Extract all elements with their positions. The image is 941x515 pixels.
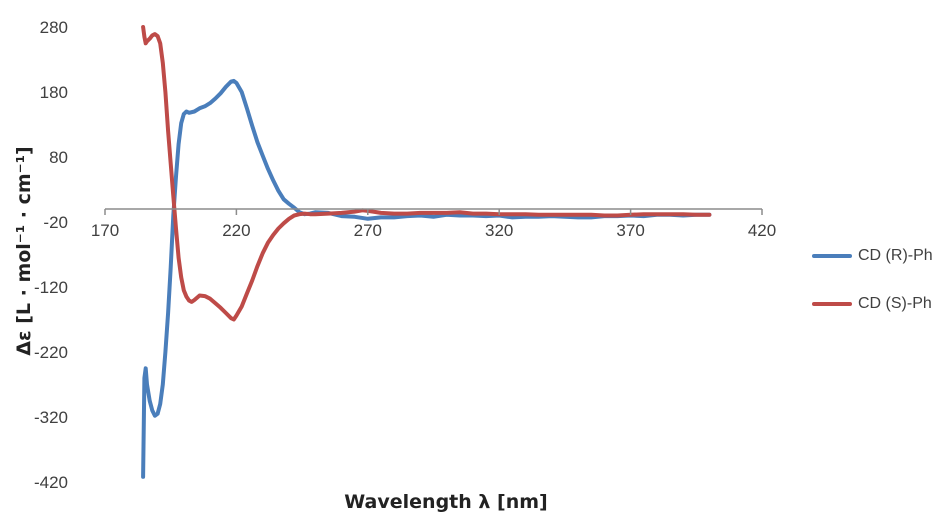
y-tick-label: -420 — [34, 473, 68, 492]
x-tick-label: 420 — [748, 221, 776, 240]
x-tick-label: 170 — [91, 221, 119, 240]
legend-label-r: CD (R)-Ph — [858, 247, 933, 264]
legend-item-s: CD (S)-Ph — [812, 280, 933, 328]
x-tick-marks — [104, 209, 763, 215]
legend-swatch-r — [812, 254, 852, 258]
y-tick-label: 80 — [49, 148, 68, 167]
series-layer — [141, 25, 712, 479]
legend: CD (R)-Ph CD (S)-Ph — [812, 232, 933, 328]
y-tick-label: -320 — [34, 408, 68, 427]
y-tick-label: 180 — [40, 83, 68, 102]
x-tick-label: 320 — [485, 221, 513, 240]
x-axis-title: Wavelength λ [nm] — [344, 491, 547, 513]
legend-item-r: CD (R)-Ph — [812, 232, 933, 280]
x-tick-label: 370 — [616, 221, 644, 240]
x-tick-label: 220 — [222, 221, 250, 240]
y-axis-title: Δε [L · mol⁻¹ · cm⁻¹] — [13, 146, 35, 355]
series-line-s-ph — [141, 25, 712, 322]
series-line-r-ph — [141, 78, 712, 479]
y-tick-label: 280 — [40, 18, 68, 37]
y-tick-label: -120 — [34, 278, 68, 297]
x-tick-label: 270 — [354, 221, 382, 240]
x-tick-labels: 170 220 270 320 370 420 — [91, 221, 776, 240]
y-tick-label: -220 — [34, 343, 68, 362]
y-tick-labels: 280 180 80 -20 -120 -220 -320 -420 — [34, 18, 68, 492]
y-tick-label: -20 — [43, 213, 68, 232]
legend-swatch-s — [812, 302, 852, 306]
legend-label-s: CD (S)-Ph — [858, 295, 932, 312]
